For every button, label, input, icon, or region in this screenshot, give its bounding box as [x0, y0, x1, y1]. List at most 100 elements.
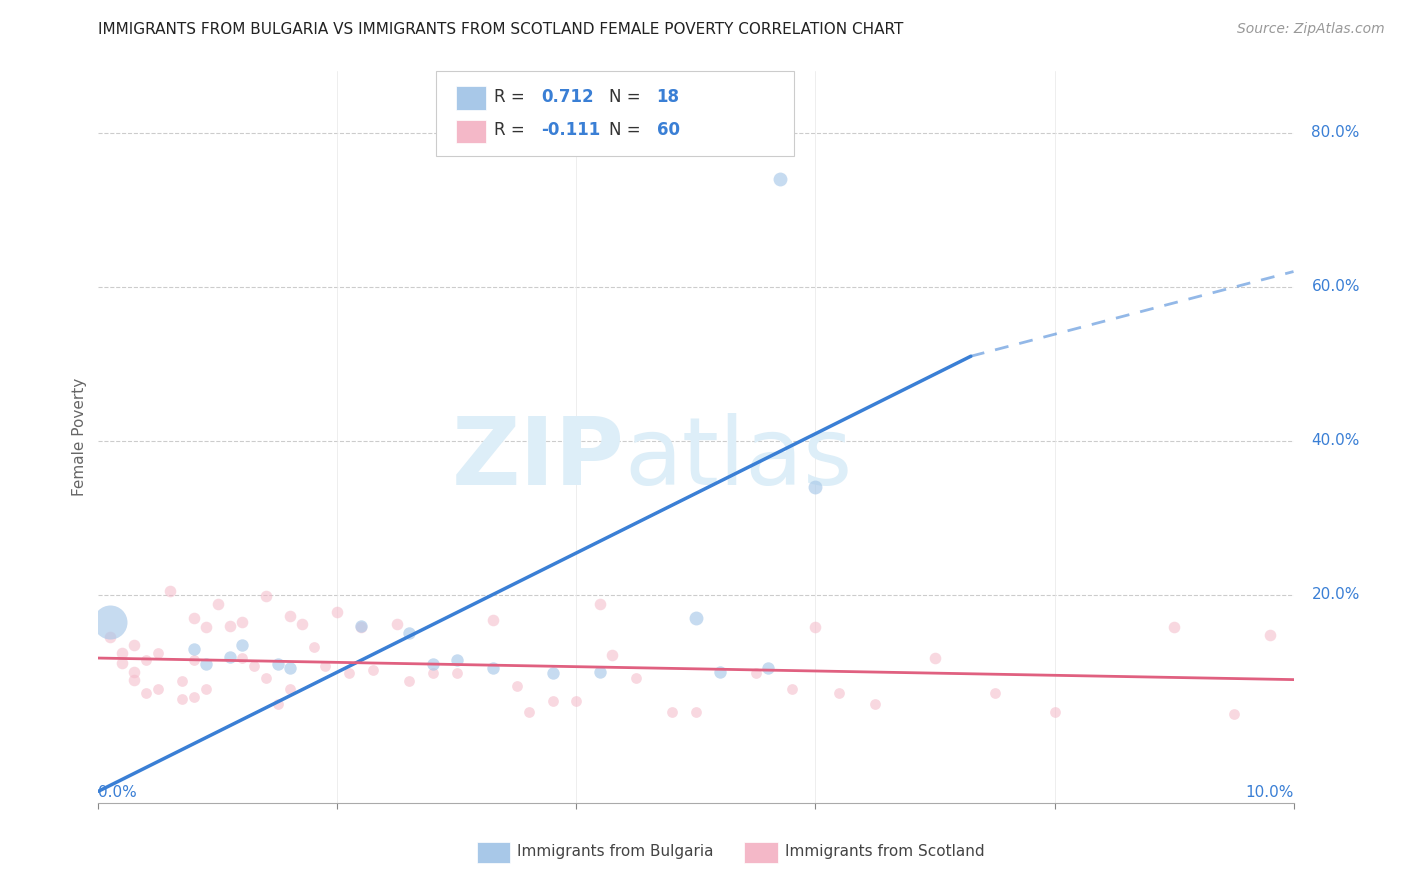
Point [148, 681, 170, 696]
Point [350, 618, 373, 632]
Point [565, 694, 588, 708]
Point [124, 673, 146, 687]
Point [924, 651, 946, 665]
Text: 40.0%: 40.0% [1312, 434, 1360, 449]
Point [745, 666, 768, 681]
Text: 60: 60 [657, 121, 679, 139]
Point [589, 597, 612, 611]
Point [172, 674, 194, 689]
Point [780, 681, 803, 696]
Point [254, 671, 277, 685]
Point [290, 617, 312, 632]
Point [148, 646, 170, 660]
Point [315, 658, 337, 673]
Point [124, 665, 146, 679]
Text: R =: R = [494, 88, 530, 106]
Point [183, 690, 205, 704]
Point [278, 661, 301, 675]
Text: 80.0%: 80.0% [1312, 126, 1360, 140]
Point [541, 666, 564, 681]
Point [219, 649, 242, 664]
Text: N =: N = [609, 121, 645, 139]
Point [278, 609, 301, 624]
Point [350, 620, 373, 634]
Point [865, 698, 887, 712]
Point [231, 638, 253, 652]
Point [326, 605, 349, 619]
Text: 60.0%: 60.0% [1312, 279, 1360, 294]
Point [172, 691, 194, 706]
Text: 10.0%: 10.0% [1246, 785, 1294, 800]
Point [422, 657, 444, 672]
Point [339, 666, 360, 681]
Point [541, 694, 564, 708]
Point [1163, 620, 1185, 634]
Point [267, 657, 290, 672]
Text: Source: ZipAtlas.com: Source: ZipAtlas.com [1237, 22, 1385, 37]
Point [1258, 628, 1281, 642]
Point [1043, 705, 1066, 719]
Text: N =: N = [609, 88, 645, 106]
Point [219, 618, 242, 632]
Point [98, 615, 122, 629]
Point [231, 615, 253, 629]
Point [506, 679, 529, 693]
Point [481, 661, 505, 675]
Point [1223, 707, 1246, 722]
Point [135, 653, 157, 667]
Point [398, 626, 420, 640]
Point [267, 698, 290, 712]
Text: ZIP: ZIP [451, 413, 624, 505]
Point [278, 681, 301, 696]
Point [804, 480, 827, 494]
Point [422, 666, 444, 681]
Point [481, 613, 505, 627]
Point [589, 665, 612, 679]
Point [756, 661, 779, 675]
Point [207, 597, 229, 611]
Point [446, 653, 468, 667]
Point [111, 656, 134, 670]
Text: 20.0%: 20.0% [1312, 588, 1360, 602]
Point [183, 641, 205, 656]
Point [111, 646, 134, 660]
Y-axis label: Female Poverty: Female Poverty [72, 378, 87, 496]
Point [124, 638, 146, 652]
Text: R =: R = [494, 121, 530, 139]
Text: 0.0%: 0.0% [98, 785, 138, 800]
Point [98, 630, 122, 644]
Point [302, 640, 325, 655]
Point [194, 620, 218, 634]
Point [159, 584, 181, 599]
Text: atlas: atlas [624, 413, 852, 505]
Point [183, 653, 205, 667]
Point [600, 648, 623, 662]
Text: Immigrants from Bulgaria: Immigrants from Bulgaria [517, 845, 714, 859]
Point [194, 657, 218, 672]
Text: 18: 18 [657, 88, 679, 106]
Point [135, 686, 157, 700]
Point [624, 671, 647, 685]
Point [983, 686, 1005, 700]
Point [768, 172, 790, 186]
Text: IMMIGRANTS FROM BULGARIA VS IMMIGRANTS FROM SCOTLAND FEMALE POVERTY CORRELATION : IMMIGRANTS FROM BULGARIA VS IMMIGRANTS F… [98, 22, 904, 37]
Point [385, 617, 409, 632]
Point [804, 620, 827, 634]
Point [709, 665, 731, 679]
Point [685, 611, 707, 625]
Point [231, 651, 253, 665]
Point [517, 705, 540, 719]
Point [194, 681, 218, 696]
Point [254, 590, 277, 604]
Point [685, 705, 707, 719]
Point [398, 674, 420, 689]
Point [363, 664, 385, 678]
Point [446, 666, 468, 681]
Point [661, 705, 683, 719]
Point [243, 658, 266, 673]
Point [183, 611, 205, 625]
Text: Immigrants from Scotland: Immigrants from Scotland [785, 845, 984, 859]
Text: -0.111: -0.111 [541, 121, 600, 139]
Point [828, 686, 851, 700]
Text: 0.712: 0.712 [541, 88, 593, 106]
